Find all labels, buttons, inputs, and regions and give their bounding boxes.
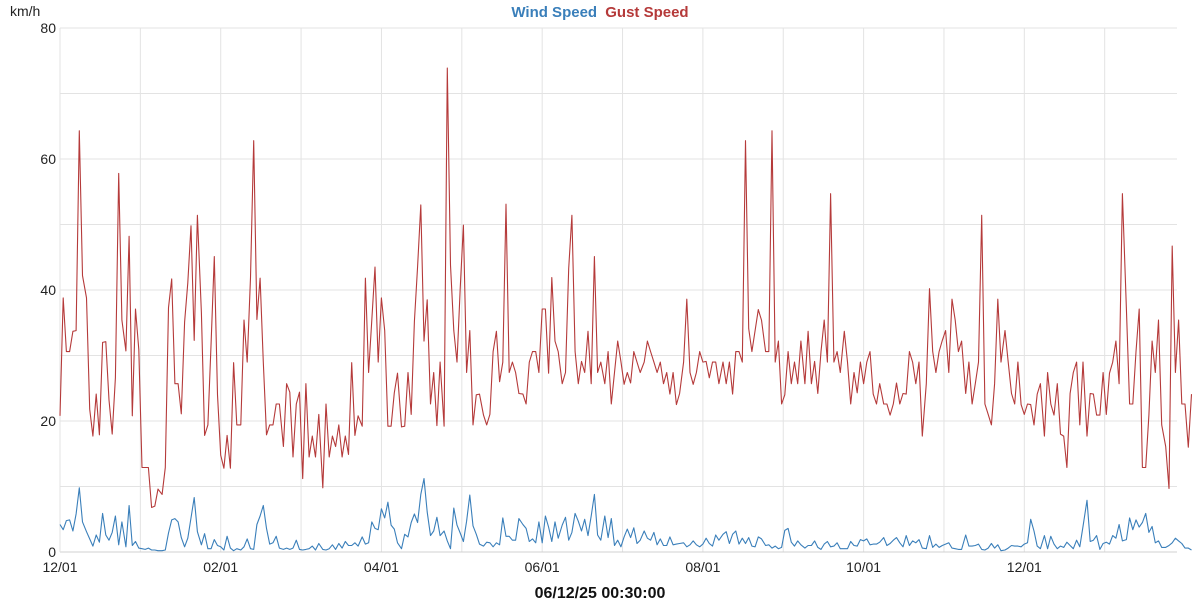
y-tick-label: 20 — [40, 413, 56, 429]
y-tick-label: 80 — [40, 20, 56, 36]
x-tick-label: 08/01 — [685, 559, 720, 575]
x-tick-label: 02/01 — [203, 559, 238, 575]
x-tick-label: 04/01 — [364, 559, 399, 575]
x-tick-label: 10/01 — [846, 559, 881, 575]
series-line-gust-speed[interactable] — [59, 67, 1193, 509]
chart-grid — [59, 27, 1177, 553]
series-line-wind-speed[interactable] — [59, 478, 1192, 552]
legend-gust-speed[interactable]: Gust Speed — [605, 4, 688, 21]
legend-wind-speed[interactable]: Wind Speed — [511, 4, 597, 21]
x-tick-label: 12/01 — [1007, 559, 1042, 575]
y-tick-label: 60 — [40, 151, 56, 167]
x-tick-label: 06/01 — [525, 559, 560, 575]
series-layer — [59, 67, 1193, 552]
x-axis-ticks: 12/01 02/01 04/01 06/01 08/01 10/01 12/01 — [42, 559, 1042, 575]
y-axis-unit-label: km/h — [10, 3, 40, 19]
timestamp-label: 06/12/25 00:30:00 — [535, 585, 666, 600]
y-tick-label: 40 — [40, 282, 56, 298]
chart-legend: Wind Speed Gust Speed — [511, 4, 688, 21]
y-axis-ticks: 0 20 40 60 80 — [40, 20, 56, 560]
y-tick-label: 0 — [48, 544, 56, 560]
x-tick-label: 12/01 — [42, 559, 77, 575]
